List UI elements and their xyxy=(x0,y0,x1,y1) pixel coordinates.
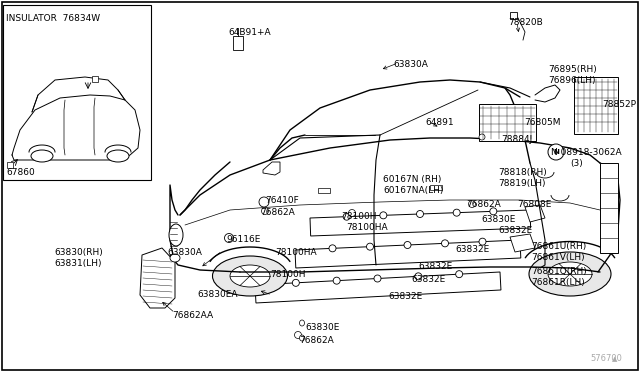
Ellipse shape xyxy=(367,243,374,250)
Ellipse shape xyxy=(107,150,129,162)
Text: 63832E: 63832E xyxy=(418,262,452,271)
Ellipse shape xyxy=(170,254,180,262)
Ellipse shape xyxy=(374,275,381,282)
Ellipse shape xyxy=(259,197,269,207)
Ellipse shape xyxy=(479,134,485,140)
Text: 67860: 67860 xyxy=(6,168,35,177)
Text: 76895(RH): 76895(RH) xyxy=(548,65,596,74)
Bar xyxy=(318,188,330,193)
Text: 64B91+A: 64B91+A xyxy=(228,28,271,37)
Bar xyxy=(233,36,243,50)
Text: 76861U(RH): 76861U(RH) xyxy=(531,242,586,251)
Text: 76808E: 76808E xyxy=(517,200,552,209)
Ellipse shape xyxy=(300,320,305,326)
Bar xyxy=(92,76,98,82)
Text: 78100HA: 78100HA xyxy=(346,223,388,232)
Text: 576700: 576700 xyxy=(590,354,622,363)
Circle shape xyxy=(548,144,564,160)
Polygon shape xyxy=(310,210,531,236)
Text: 76861R(LH): 76861R(LH) xyxy=(531,278,585,287)
Text: 63830(RH): 63830(RH) xyxy=(54,248,103,257)
Ellipse shape xyxy=(212,256,287,296)
Text: 76862AA: 76862AA xyxy=(172,311,213,320)
Ellipse shape xyxy=(453,209,460,216)
Text: 78100HA: 78100HA xyxy=(275,248,317,257)
Text: 64891: 64891 xyxy=(425,118,454,127)
FancyBboxPatch shape xyxy=(479,104,536,141)
Bar xyxy=(510,12,517,19)
Bar xyxy=(600,163,618,253)
Polygon shape xyxy=(525,205,545,222)
Text: 76896(LH): 76896(LH) xyxy=(548,76,595,85)
Text: 76862A: 76862A xyxy=(260,208,295,217)
Text: ▲: ▲ xyxy=(612,356,618,362)
Text: 78100H: 78100H xyxy=(341,212,376,221)
Ellipse shape xyxy=(468,201,476,208)
Text: 76410F: 76410F xyxy=(265,196,299,205)
Ellipse shape xyxy=(442,240,449,247)
Ellipse shape xyxy=(490,208,497,215)
Text: 96116E: 96116E xyxy=(226,235,260,244)
Text: N: N xyxy=(553,149,559,155)
Ellipse shape xyxy=(329,245,336,252)
Text: 63832E: 63832E xyxy=(498,226,532,235)
Ellipse shape xyxy=(404,241,411,248)
Text: 63830E: 63830E xyxy=(481,215,515,224)
Bar xyxy=(3,5,151,180)
Text: 63831(LH): 63831(LH) xyxy=(54,259,102,268)
Text: 76805M: 76805M xyxy=(524,118,561,127)
Text: 63832E: 63832E xyxy=(455,245,489,254)
Polygon shape xyxy=(140,248,175,308)
Text: 63830A: 63830A xyxy=(393,60,428,69)
Text: 76862A: 76862A xyxy=(466,200,500,209)
Polygon shape xyxy=(255,272,501,303)
Text: 60167NA(LH): 60167NA(LH) xyxy=(383,186,444,195)
Polygon shape xyxy=(295,240,521,268)
Polygon shape xyxy=(510,234,535,252)
Text: (3): (3) xyxy=(570,159,583,168)
Text: 78820B: 78820B xyxy=(508,18,543,27)
Text: 63830E: 63830E xyxy=(305,323,339,332)
Ellipse shape xyxy=(225,234,234,243)
Polygon shape xyxy=(263,162,280,175)
Bar xyxy=(430,185,442,190)
Ellipse shape xyxy=(415,273,422,280)
Text: 63830A: 63830A xyxy=(167,248,202,257)
Text: 78818(RH): 78818(RH) xyxy=(498,168,547,177)
Text: 78819(LH): 78819(LH) xyxy=(498,179,545,188)
Ellipse shape xyxy=(456,271,463,278)
Bar xyxy=(7,162,13,168)
Text: INSULATOR  76834W: INSULATOR 76834W xyxy=(6,14,100,23)
Ellipse shape xyxy=(169,224,183,246)
Ellipse shape xyxy=(230,265,270,287)
Ellipse shape xyxy=(529,252,611,296)
Text: 63832E: 63832E xyxy=(388,292,422,301)
Text: 63830EA: 63830EA xyxy=(197,290,237,299)
Ellipse shape xyxy=(262,208,269,215)
Text: 78884J: 78884J xyxy=(501,135,532,144)
Ellipse shape xyxy=(294,331,301,339)
Text: 63832E: 63832E xyxy=(411,275,445,284)
FancyBboxPatch shape xyxy=(574,77,618,134)
Ellipse shape xyxy=(333,277,340,284)
Text: 60167N (RH): 60167N (RH) xyxy=(383,175,442,184)
Ellipse shape xyxy=(479,238,486,245)
Ellipse shape xyxy=(343,213,350,220)
Text: N 08918-3062A: N 08918-3062A xyxy=(551,148,621,157)
Ellipse shape xyxy=(349,209,355,217)
Text: 76862A: 76862A xyxy=(299,336,333,345)
Text: 78852P: 78852P xyxy=(602,100,636,109)
Text: 78100H: 78100H xyxy=(270,270,305,279)
Text: 76861Q(RH): 76861Q(RH) xyxy=(531,267,587,276)
Ellipse shape xyxy=(292,279,300,286)
Ellipse shape xyxy=(300,335,305,341)
Ellipse shape xyxy=(31,150,53,162)
Text: 76861V(LH): 76861V(LH) xyxy=(531,253,584,262)
Ellipse shape xyxy=(380,212,387,219)
Ellipse shape xyxy=(417,211,424,218)
Ellipse shape xyxy=(548,262,592,286)
